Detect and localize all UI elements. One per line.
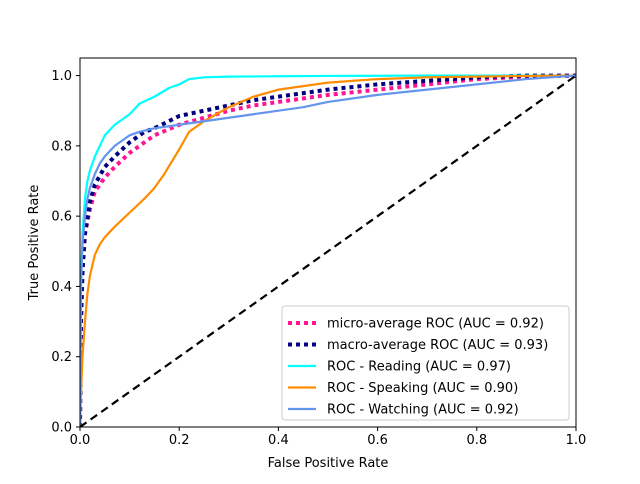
x-tick-label: 0.0 [70,433,91,448]
legend-label: ROC - Speaking (AUC = 0.90) [327,381,518,396]
series-line-5 [80,74,576,427]
legend-label: macro-average ROC (AUC = 0.93) [327,338,548,353]
x-tick-label: 0.8 [466,433,487,448]
y-tick-label: 0.0 [51,421,72,436]
series-line-3 [80,74,576,427]
y-tick-label: 0.4 [51,280,72,295]
y-tick-label: 1.0 [51,69,72,84]
y-tick-label: 0.6 [51,210,72,225]
legend-label: ROC - Watching (AUC = 0.92) [327,403,519,418]
legend-label: micro-average ROC (AUC = 0.92) [327,317,544,332]
y-axis-label: True Positive Rate [27,185,42,302]
x-axis-label: False Positive Rate [268,456,389,471]
x-tick-label: 0.4 [268,433,289,448]
y-tick-label: 0.8 [51,139,72,154]
x-tick-label: 0.2 [169,433,190,448]
x-tick-label: 0.6 [367,433,388,448]
y-tick-label: 0.2 [51,350,72,365]
plot-frame [79,57,577,428]
x-axis-ticks: 0.0 0.2 0.4 0.6 0.8 1.0 [70,427,587,448]
chance-diagonal-line [80,74,576,427]
x-tick-label: 1.0 [566,433,587,448]
series-layer [80,73,576,427]
legend-label: ROC - Reading (AUC = 0.97) [327,360,511,375]
series-line-2 [80,73,576,427]
legend: micro-average ROC (AUC = 0.92) macro-aver… [281,305,570,421]
series-line-4 [80,74,576,427]
y-axis-ticks: 0.0 0.2 0.4 0.6 0.8 1.0 [51,69,80,436]
legend-box [281,305,570,421]
